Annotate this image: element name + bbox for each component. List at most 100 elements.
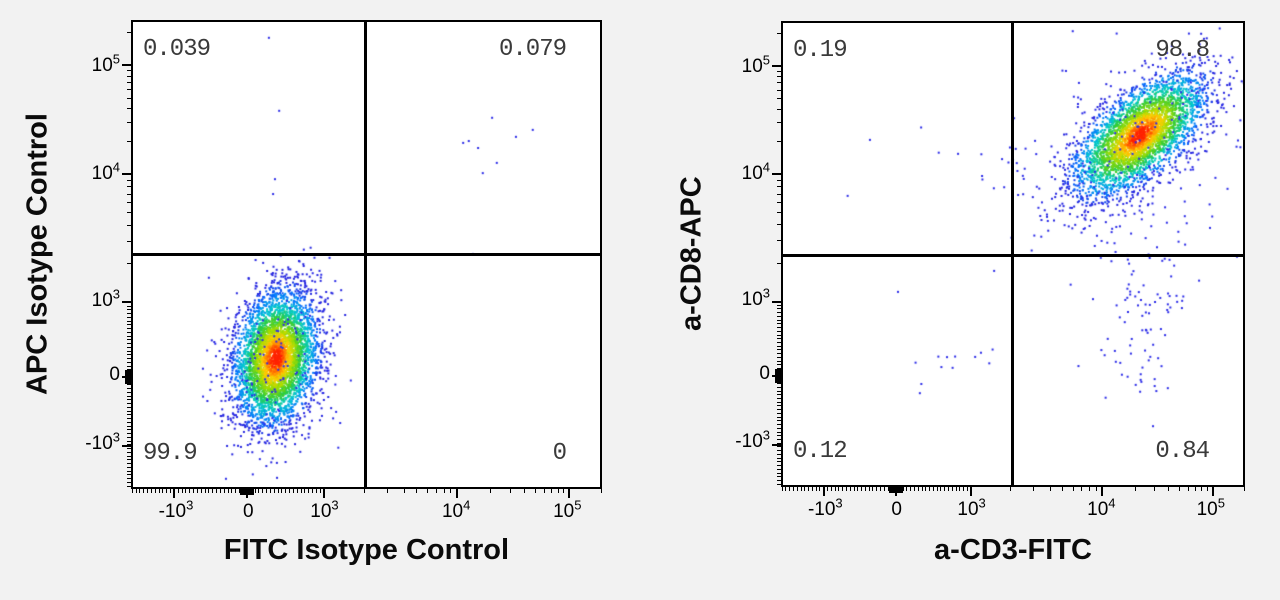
x-minor-tick: [917, 487, 919, 491]
y-tick-label: 0: [759, 362, 770, 384]
y-tick-label: 105: [741, 52, 770, 77]
x-minor-tick: [879, 487, 881, 491]
x-minor-tick: [296, 489, 298, 493]
x-minor-tick: [277, 489, 279, 493]
x-minor-tick: [543, 489, 545, 493]
x-minor-tick: [300, 489, 302, 493]
y-minor-tick: [777, 356, 781, 358]
y-minor-tick: [127, 108, 131, 110]
y-minor-tick: [777, 70, 781, 72]
x-minor-tick: [966, 487, 968, 491]
x-minor-tick: [1178, 487, 1180, 491]
y-minor-tick: [127, 399, 131, 401]
x-minor-tick: [239, 489, 241, 493]
y-minor-tick: [777, 394, 781, 396]
y-minor-tick: [127, 478, 131, 480]
x-tick-label: 103: [957, 495, 986, 520]
y-minor-tick: [777, 431, 781, 433]
y-minor-tick: [777, 89, 781, 91]
y-minor-tick: [777, 323, 781, 325]
x-minor-tick: [312, 489, 314, 493]
x-minor-tick: [150, 489, 152, 493]
y-minor-tick: [127, 224, 131, 226]
y-minor-tick: [127, 305, 131, 307]
x-minor-tick: [1194, 487, 1196, 491]
y-minor-tick: [127, 451, 131, 453]
y-minor-tick: [127, 350, 131, 352]
x-minor-tick: [1049, 487, 1051, 491]
y-tick-label: 0: [109, 364, 120, 386]
y-minor-tick: [127, 485, 131, 487]
x-axis-title-stained: a-CD3-FITC: [934, 534, 1092, 566]
y-minor-tick: [127, 414, 131, 416]
x-minor-tick: [216, 489, 218, 493]
y-minor-tick: [777, 465, 781, 467]
y-minor-tick: [127, 429, 131, 431]
y-tick-label: -103: [735, 427, 770, 452]
y-minor-tick: [127, 365, 131, 367]
x-minor-tick: [557, 489, 559, 493]
x-minor-tick: [1134, 487, 1136, 491]
y-minor-tick: [777, 345, 781, 347]
x-minor-tick: [1088, 487, 1090, 491]
y-minor-tick: [127, 403, 131, 405]
x-minor-tick: [857, 487, 859, 491]
y-minor-tick: [777, 202, 781, 204]
y-minor-tick: [777, 122, 781, 124]
x-minor-tick: [551, 489, 553, 493]
y-minor-tick: [777, 479, 781, 481]
x-tick-label: 0: [243, 501, 254, 522]
x-minor-tick: [781, 487, 783, 491]
y-minor-tick: [777, 76, 781, 78]
x-minor-tick: [951, 487, 953, 491]
y-axis-title-isotype: APC Isotype Control: [21, 113, 54, 396]
x-minor-tick: [830, 487, 832, 491]
y-minor-tick: [777, 424, 781, 426]
x-minor-tick: [563, 489, 565, 493]
y-tick-label: 104: [741, 159, 770, 184]
y-minor-tick: [127, 421, 131, 423]
x-minor-tick: [815, 487, 817, 491]
x-minor-tick: [196, 489, 198, 493]
y-minor-tick: [127, 369, 131, 371]
y-minor-tick: [127, 481, 131, 483]
x-zero-tick-cluster: [888, 487, 903, 493]
y-minor-tick: [127, 425, 131, 427]
x-minor-tick: [861, 487, 863, 491]
x-tick-label: -103: [158, 497, 194, 522]
x-minor-tick: [955, 487, 957, 491]
x-minor-tick: [403, 489, 405, 493]
x-minor-tick: [219, 489, 221, 493]
x-tick-label: 104: [441, 497, 471, 522]
x-minor-tick: [292, 489, 294, 493]
x-minor-tick: [304, 489, 306, 493]
x-minor-tick: [227, 489, 229, 493]
quadrant-stat-lower-right: 0: [552, 440, 567, 467]
x-minor-tick: [785, 487, 787, 491]
quadrant-stat-lower-right: 0.84: [1155, 438, 1210, 465]
x-minor-tick: [158, 489, 160, 493]
quadrant-stat-upper-left: 0.19: [793, 37, 848, 64]
y-minor-tick: [127, 193, 131, 195]
x-minor-tick: [193, 489, 195, 493]
x-minor-tick: [154, 489, 156, 493]
x-minor-tick: [289, 489, 291, 493]
x-minor-tick: [944, 487, 946, 491]
plot-isotype-control: 0.039 0.079 99.9 0 -103 0 103 104 105 105 104…: [85, 20, 602, 522]
x-major-tick: [970, 487, 973, 496]
y-axis-ticks: [769, 21, 781, 487]
x-minor-tick: [185, 489, 187, 493]
y-minor-tick: [777, 450, 781, 452]
y-minor-tick: [777, 193, 781, 195]
x-minor-tick: [842, 487, 844, 491]
y-minor-tick: [777, 401, 781, 403]
x-minor-tick: [534, 489, 536, 493]
x-minor-tick: [1187, 487, 1189, 491]
x-major-tick: [822, 487, 825, 496]
x-minor-tick: [921, 487, 923, 491]
y-minor-tick: [777, 427, 781, 429]
x-minor-tick: [204, 489, 206, 493]
y-minor-tick: [127, 466, 131, 468]
y-minor-tick: [127, 81, 131, 83]
